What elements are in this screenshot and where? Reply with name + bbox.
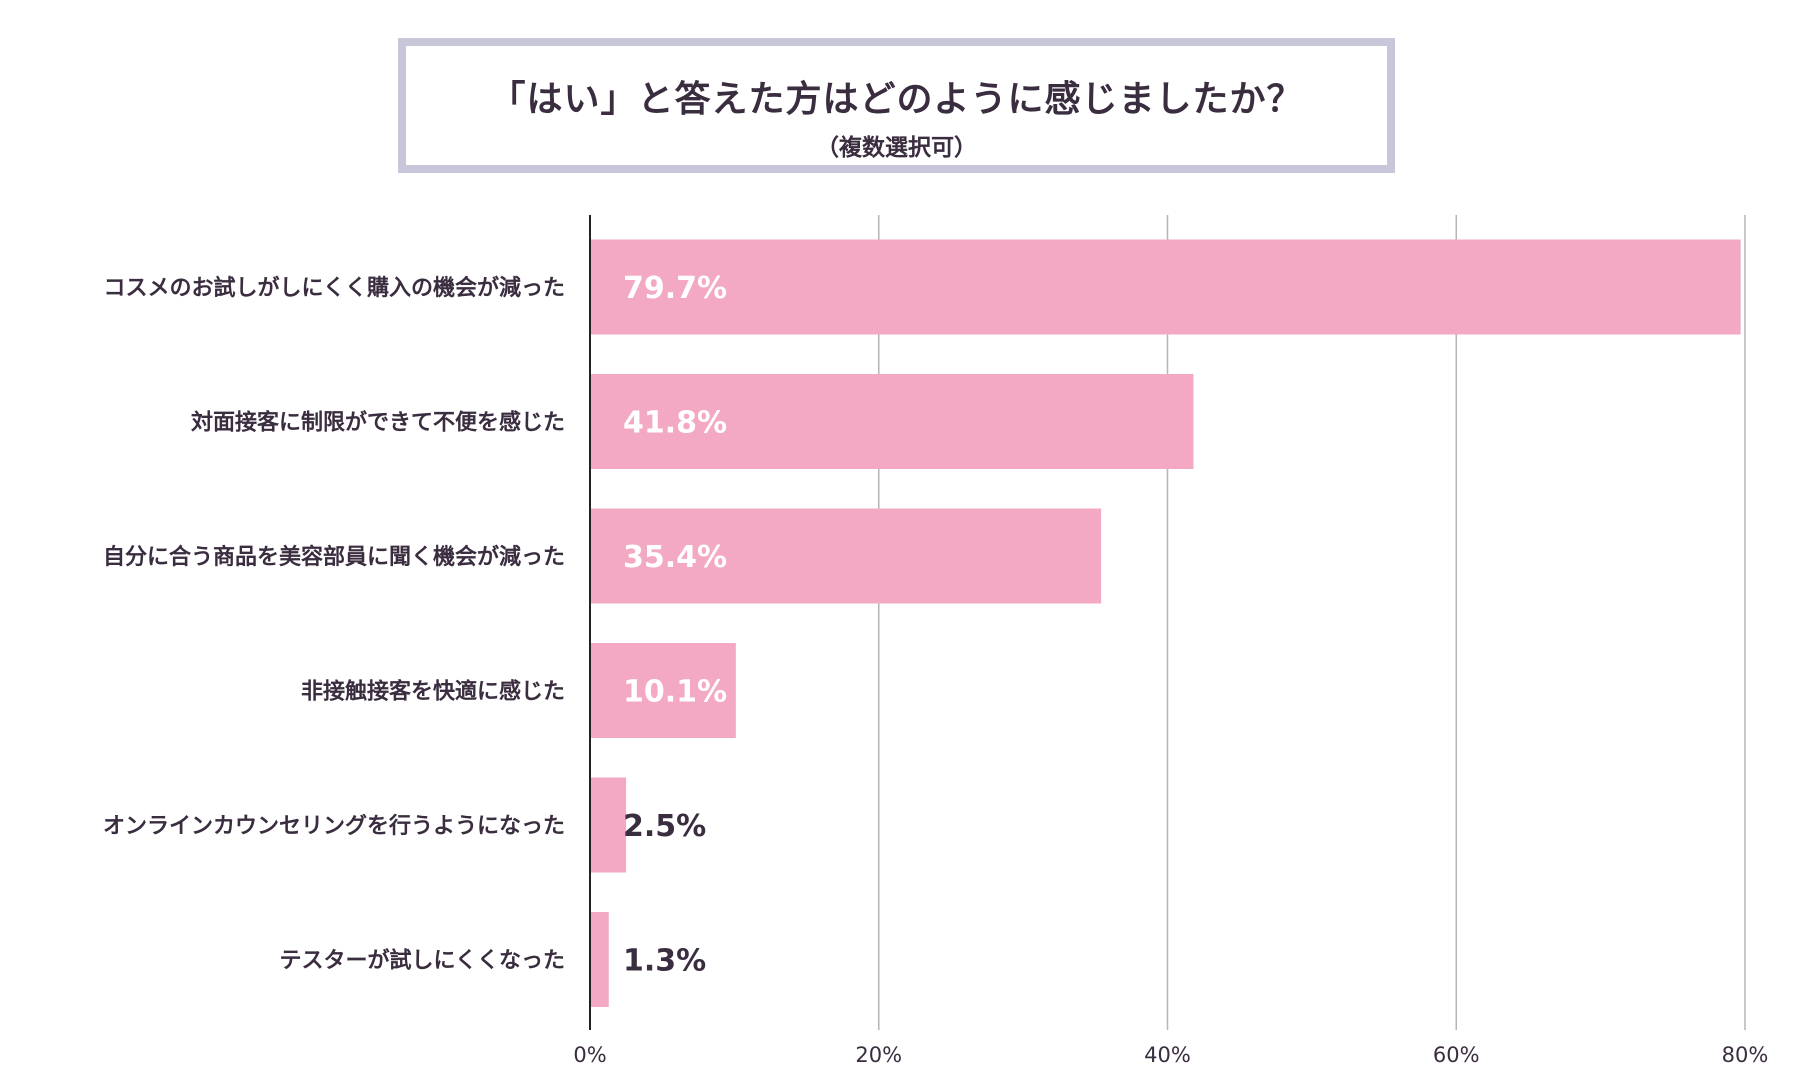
category-label: テスターが試しにくくなった bbox=[279, 948, 565, 974]
value-label: 10.1% bbox=[623, 675, 727, 710]
bar bbox=[590, 643, 736, 738]
value-label: 1.3% bbox=[623, 944, 706, 979]
value-label: 35.4% bbox=[623, 540, 727, 575]
bars bbox=[590, 239, 1741, 1007]
x-tick-label: 60% bbox=[1433, 1043, 1480, 1067]
x-tick-labels: 0% 20% 40% 60% 80% bbox=[573, 1043, 1768, 1067]
value-labels: 79.7% 41.8% 35.4% 10.1% 2.5% 1.3% bbox=[623, 271, 727, 979]
category-label: 非接触接客を快適に感じた bbox=[301, 679, 565, 705]
category-label: コスメのお試しがしにくく購入の機会が減った bbox=[103, 275, 565, 301]
x-tick-label: 20% bbox=[855, 1043, 902, 1067]
value-label: 2.5% bbox=[623, 809, 706, 844]
bar bbox=[590, 912, 609, 1007]
category-label: 対面接客に制限ができて不便を感じた bbox=[191, 410, 565, 436]
value-label: 41.8% bbox=[623, 406, 727, 441]
bar bbox=[590, 777, 627, 873]
bar bbox=[590, 374, 1194, 469]
x-tick-label: 0% bbox=[573, 1043, 606, 1067]
category-label: 自分に合う商品を美容部員に聞く機会が減った bbox=[103, 544, 565, 570]
category-label: オンラインカウンセリングを行うようになった bbox=[103, 813, 565, 839]
grid-lines bbox=[878, 215, 1746, 1030]
category-labels: コスメのお試しがしにくく購入の機会が減った対面接客に制限ができて不便を感じた自分… bbox=[103, 275, 565, 974]
bar bbox=[590, 239, 1741, 335]
chart-title-box: 「はい」と答えた方はどのように感じましたか？ （複数選択可） bbox=[398, 38, 1395, 173]
x-tick-label: 80% bbox=[1722, 1043, 1769, 1067]
chart-subtitle: （複数選択可） bbox=[816, 135, 977, 161]
bar bbox=[590, 508, 1102, 604]
x-tick-label: 40% bbox=[1144, 1043, 1191, 1067]
value-label: 79.7% bbox=[623, 271, 727, 306]
chart-title: 「はい」と答えた方はどのように感じましたか？ bbox=[489, 79, 1304, 120]
